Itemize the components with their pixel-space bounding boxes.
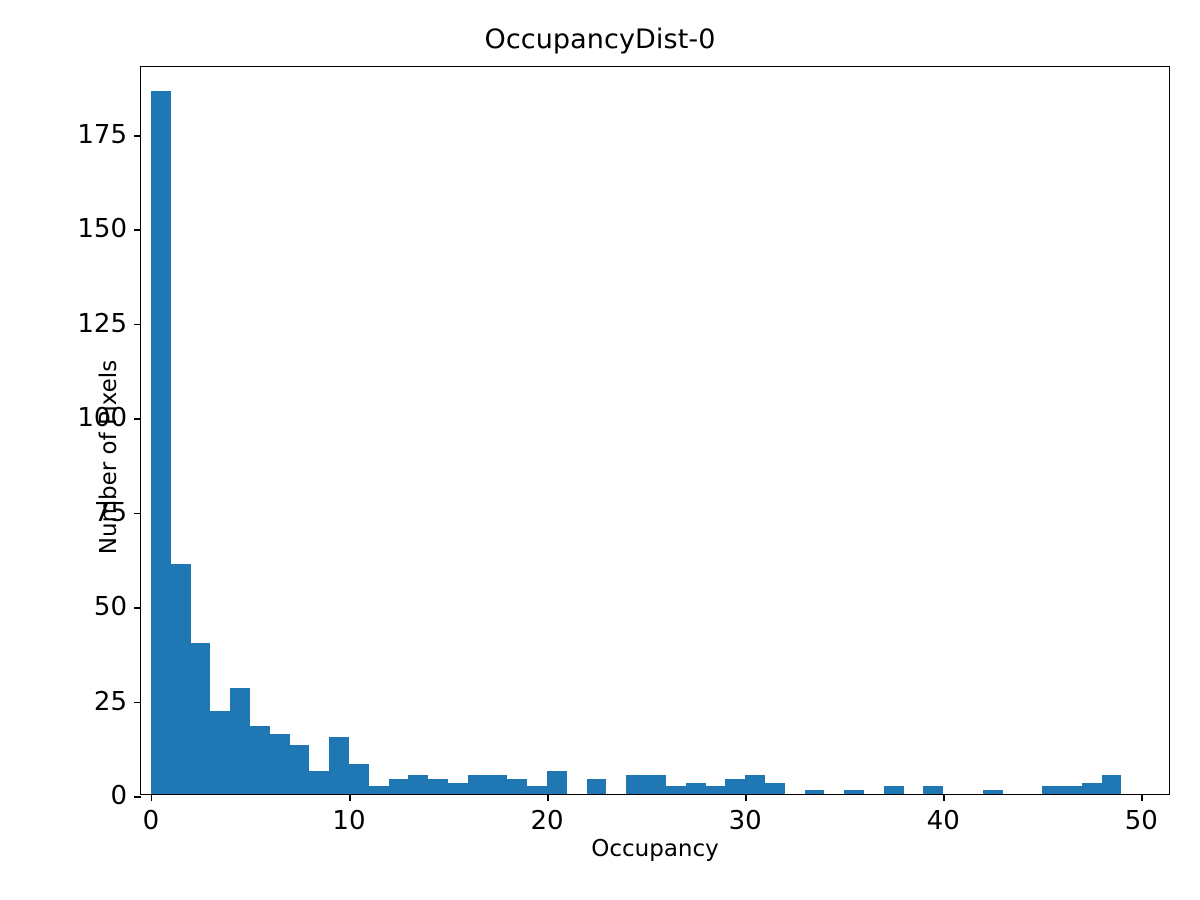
histogram-bar [1101,775,1122,794]
histogram-bar [329,737,349,794]
histogram-bar [626,775,647,794]
histogram-bar [428,778,448,794]
histogram-bar [269,733,290,794]
histogram-bar [685,782,706,794]
histogram-bar [844,790,864,794]
histogram-bar [527,786,548,794]
histogram-bar [408,775,429,794]
y-axis-label-wrap: Number of Pixels [44,66,122,795]
page-title: OccupancyDist-0 [484,24,716,55]
histogram-bar [150,91,171,794]
x-tick-label: 20 [530,806,564,836]
y-tick-label: 100 [77,403,127,434]
histogram-bar [368,786,389,794]
histogram-bar [1081,782,1102,794]
histogram-bar [289,744,310,794]
plot-area: 0 25 50 75 100 125 150 175 0 10 20 30 40 50 [77,66,1170,836]
bars-layer [141,67,1169,794]
y-tick-label: 175 [77,119,127,150]
histogram-bar [230,688,250,794]
y-tick-mark [134,796,141,798]
histogram-bar [1062,786,1082,794]
x-tick-mark [745,794,747,801]
histogram-bar [487,775,508,794]
y-tick-mark [134,134,141,137]
histogram-bar [309,771,330,794]
histogram-bar [646,775,666,794]
x-axis-label: Occupancy [591,836,719,862]
y-tick-label: 150 [77,214,127,245]
y-tick-mark [134,418,141,420]
histogram-bar [725,778,746,794]
y-tick-label: 75 [93,497,127,528]
histogram-bar [586,778,607,794]
x-tick-mark [1141,794,1143,801]
histogram-bar [210,710,231,794]
histogram-bar [982,790,1003,794]
histogram-bar [883,786,904,794]
x-tick-mark [348,794,351,801]
histogram-bar [764,782,785,794]
histogram-bar [348,763,369,794]
y-axis-label: Number of Pixels [96,359,122,555]
y-tick-mark [134,229,141,231]
y-tick-label: 0 [110,781,127,811]
x-tick-mark [943,794,945,801]
histogram-bar [1042,786,1063,794]
y-tick-mark [134,323,141,326]
histogram-bar [507,778,528,794]
x-tick-mark [547,794,549,801]
histogram-bar [388,778,409,794]
x-tick-label: 30 [728,806,762,836]
y-tick-label: 125 [77,308,127,339]
histogram-bar [170,563,191,794]
y-tick-label: 50 [93,592,127,623]
x-tick-label: 0 [142,806,160,836]
histogram-bar [745,775,765,794]
histogram-bar [190,642,211,794]
x-tick-label: 50 [1124,806,1158,836]
y-tick-mark [134,512,141,515]
histogram-bar [547,771,567,794]
histogram-bar [665,786,686,794]
y-tick-mark [134,701,141,704]
y-tick-label: 25 [93,686,127,717]
x-tick-mark [150,794,153,801]
histogram-bar [705,786,726,794]
y-tick-mark [134,607,141,609]
histogram-bar [467,775,488,794]
x-tick-label: 10 [332,806,366,836]
histogram-bar [448,782,468,794]
x-tick-label: 40 [926,806,960,836]
histogram-bar [923,786,944,794]
histogram-bar [249,726,270,794]
histogram-bar [804,790,825,794]
